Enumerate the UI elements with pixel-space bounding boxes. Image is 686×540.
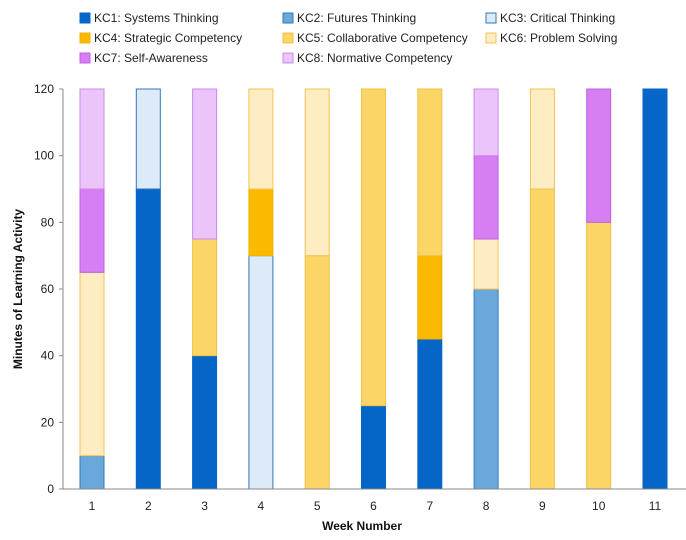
bar-segment	[417, 338, 443, 490]
bar-segment	[586, 88, 612, 223]
x-tick-labels: 1 2 3 4 5 6 7 8 9 10 11	[89, 499, 662, 513]
bar-segment	[361, 405, 386, 490]
bar-segment	[529, 188, 555, 490]
legend: KC1: Systems Thinking KC2: Futures Thinki…	[79, 11, 617, 65]
y-tick-label: 20	[41, 415, 55, 429]
y-axis-title: Minutes of Learning Activity	[11, 209, 25, 370]
legend-label: KC7: Self-Awareness	[94, 51, 208, 65]
x-tick-label: 2	[145, 499, 152, 513]
legend-label: KC3: Critical Thinking	[500, 11, 615, 25]
bar-segment	[304, 88, 330, 257]
x-tick-label: 4	[258, 499, 265, 513]
legend-label: KC4: Strategic Competency	[94, 31, 242, 45]
x-tick-label: 1	[89, 499, 96, 513]
bars	[79, 88, 668, 490]
bar-segment	[417, 88, 443, 257]
legend-label: KC2: Futures Thinking	[297, 11, 416, 25]
y-tick-labels: 0 20 40 60 80 100 120	[34, 82, 63, 496]
x-tick-label: 10	[592, 499, 606, 513]
legend-swatch	[282, 52, 294, 64]
bar-segment	[417, 255, 443, 340]
legend-swatch	[485, 32, 497, 44]
bar-segment	[361, 88, 386, 407]
y-tick-label: 120	[34, 82, 54, 96]
legend-label: KC5: Collaborative Competency	[297, 31, 468, 45]
bar-segment	[473, 288, 499, 490]
x-tick-label: 7	[426, 499, 433, 513]
bar-segment	[248, 255, 274, 490]
x-tick-label: 6	[370, 499, 377, 513]
y-tick-label: 0	[47, 482, 54, 496]
y-tick-label: 80	[41, 215, 55, 229]
bar-segment	[304, 255, 330, 490]
y-tick-label: 100	[34, 149, 54, 163]
bar-segment	[529, 88, 555, 190]
legend-swatch	[79, 12, 91, 24]
legend-swatch	[485, 12, 497, 24]
bar-segment	[79, 455, 105, 490]
bar-segment	[79, 188, 105, 273]
legend-swatch	[282, 32, 294, 44]
legend-label: KC1: Systems Thinking	[94, 11, 219, 25]
bar-segment	[642, 88, 668, 490]
legend-label: KC6: Problem Solving	[500, 31, 617, 45]
x-tick-label: 3	[201, 499, 208, 513]
bar-segment	[473, 88, 499, 157]
bar-segment	[248, 188, 274, 257]
bar-segment	[473, 238, 499, 290]
legend-swatch	[79, 52, 91, 64]
bar-segment	[135, 88, 161, 190]
x-tick-label: 5	[314, 499, 321, 513]
y-tick-label: 40	[41, 349, 55, 363]
bar-segment	[473, 155, 499, 240]
legend-label: KC8: Normative Competency	[297, 51, 452, 65]
legend-swatch	[282, 12, 294, 24]
legend-swatch	[79, 32, 91, 44]
x-tick-label: 8	[483, 499, 490, 513]
bar-segment	[192, 355, 218, 490]
bar-segment	[586, 221, 612, 490]
bar-segment	[79, 271, 105, 457]
x-axis-title: Week Number	[322, 519, 402, 533]
bar-segment	[79, 88, 105, 190]
y-tick-label: 60	[41, 282, 55, 296]
bar-segment	[135, 188, 161, 490]
x-tick-label: 11	[649, 499, 662, 513]
bar-segment	[248, 88, 274, 190]
bar-segment	[192, 238, 218, 357]
bar-segment	[192, 88, 218, 240]
x-tick-label: 9	[539, 499, 546, 513]
